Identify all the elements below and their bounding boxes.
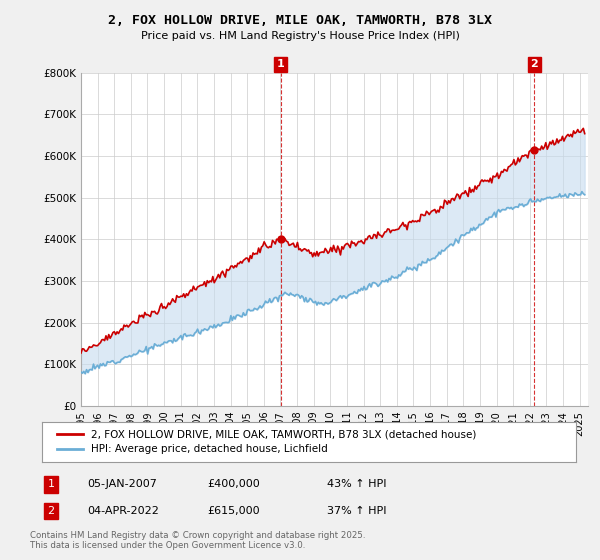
Text: 04-APR-2022: 04-APR-2022 <box>87 506 159 516</box>
Text: Contains HM Land Registry data © Crown copyright and database right 2025.
This d: Contains HM Land Registry data © Crown c… <box>30 531 365 550</box>
Text: 2: 2 <box>530 59 538 69</box>
Text: 37% ↑ HPI: 37% ↑ HPI <box>327 506 386 516</box>
Text: 2: 2 <box>47 506 55 516</box>
Text: 2, FOX HOLLOW DRIVE, MILE OAK, TAMWORTH, B78 3LX: 2, FOX HOLLOW DRIVE, MILE OAK, TAMWORTH,… <box>108 14 492 27</box>
Text: 05-JAN-2007: 05-JAN-2007 <box>87 479 157 489</box>
Text: Price paid vs. HM Land Registry's House Price Index (HPI): Price paid vs. HM Land Registry's House … <box>140 31 460 41</box>
Legend: 2, FOX HOLLOW DRIVE, MILE OAK, TAMWORTH, B78 3LX (detached house), HPI: Average : 2, FOX HOLLOW DRIVE, MILE OAK, TAMWORTH,… <box>53 425 481 459</box>
Text: £400,000: £400,000 <box>207 479 260 489</box>
Text: 1: 1 <box>47 479 55 489</box>
Text: 43% ↑ HPI: 43% ↑ HPI <box>327 479 386 489</box>
Text: 1: 1 <box>277 59 284 69</box>
Text: £615,000: £615,000 <box>207 506 260 516</box>
